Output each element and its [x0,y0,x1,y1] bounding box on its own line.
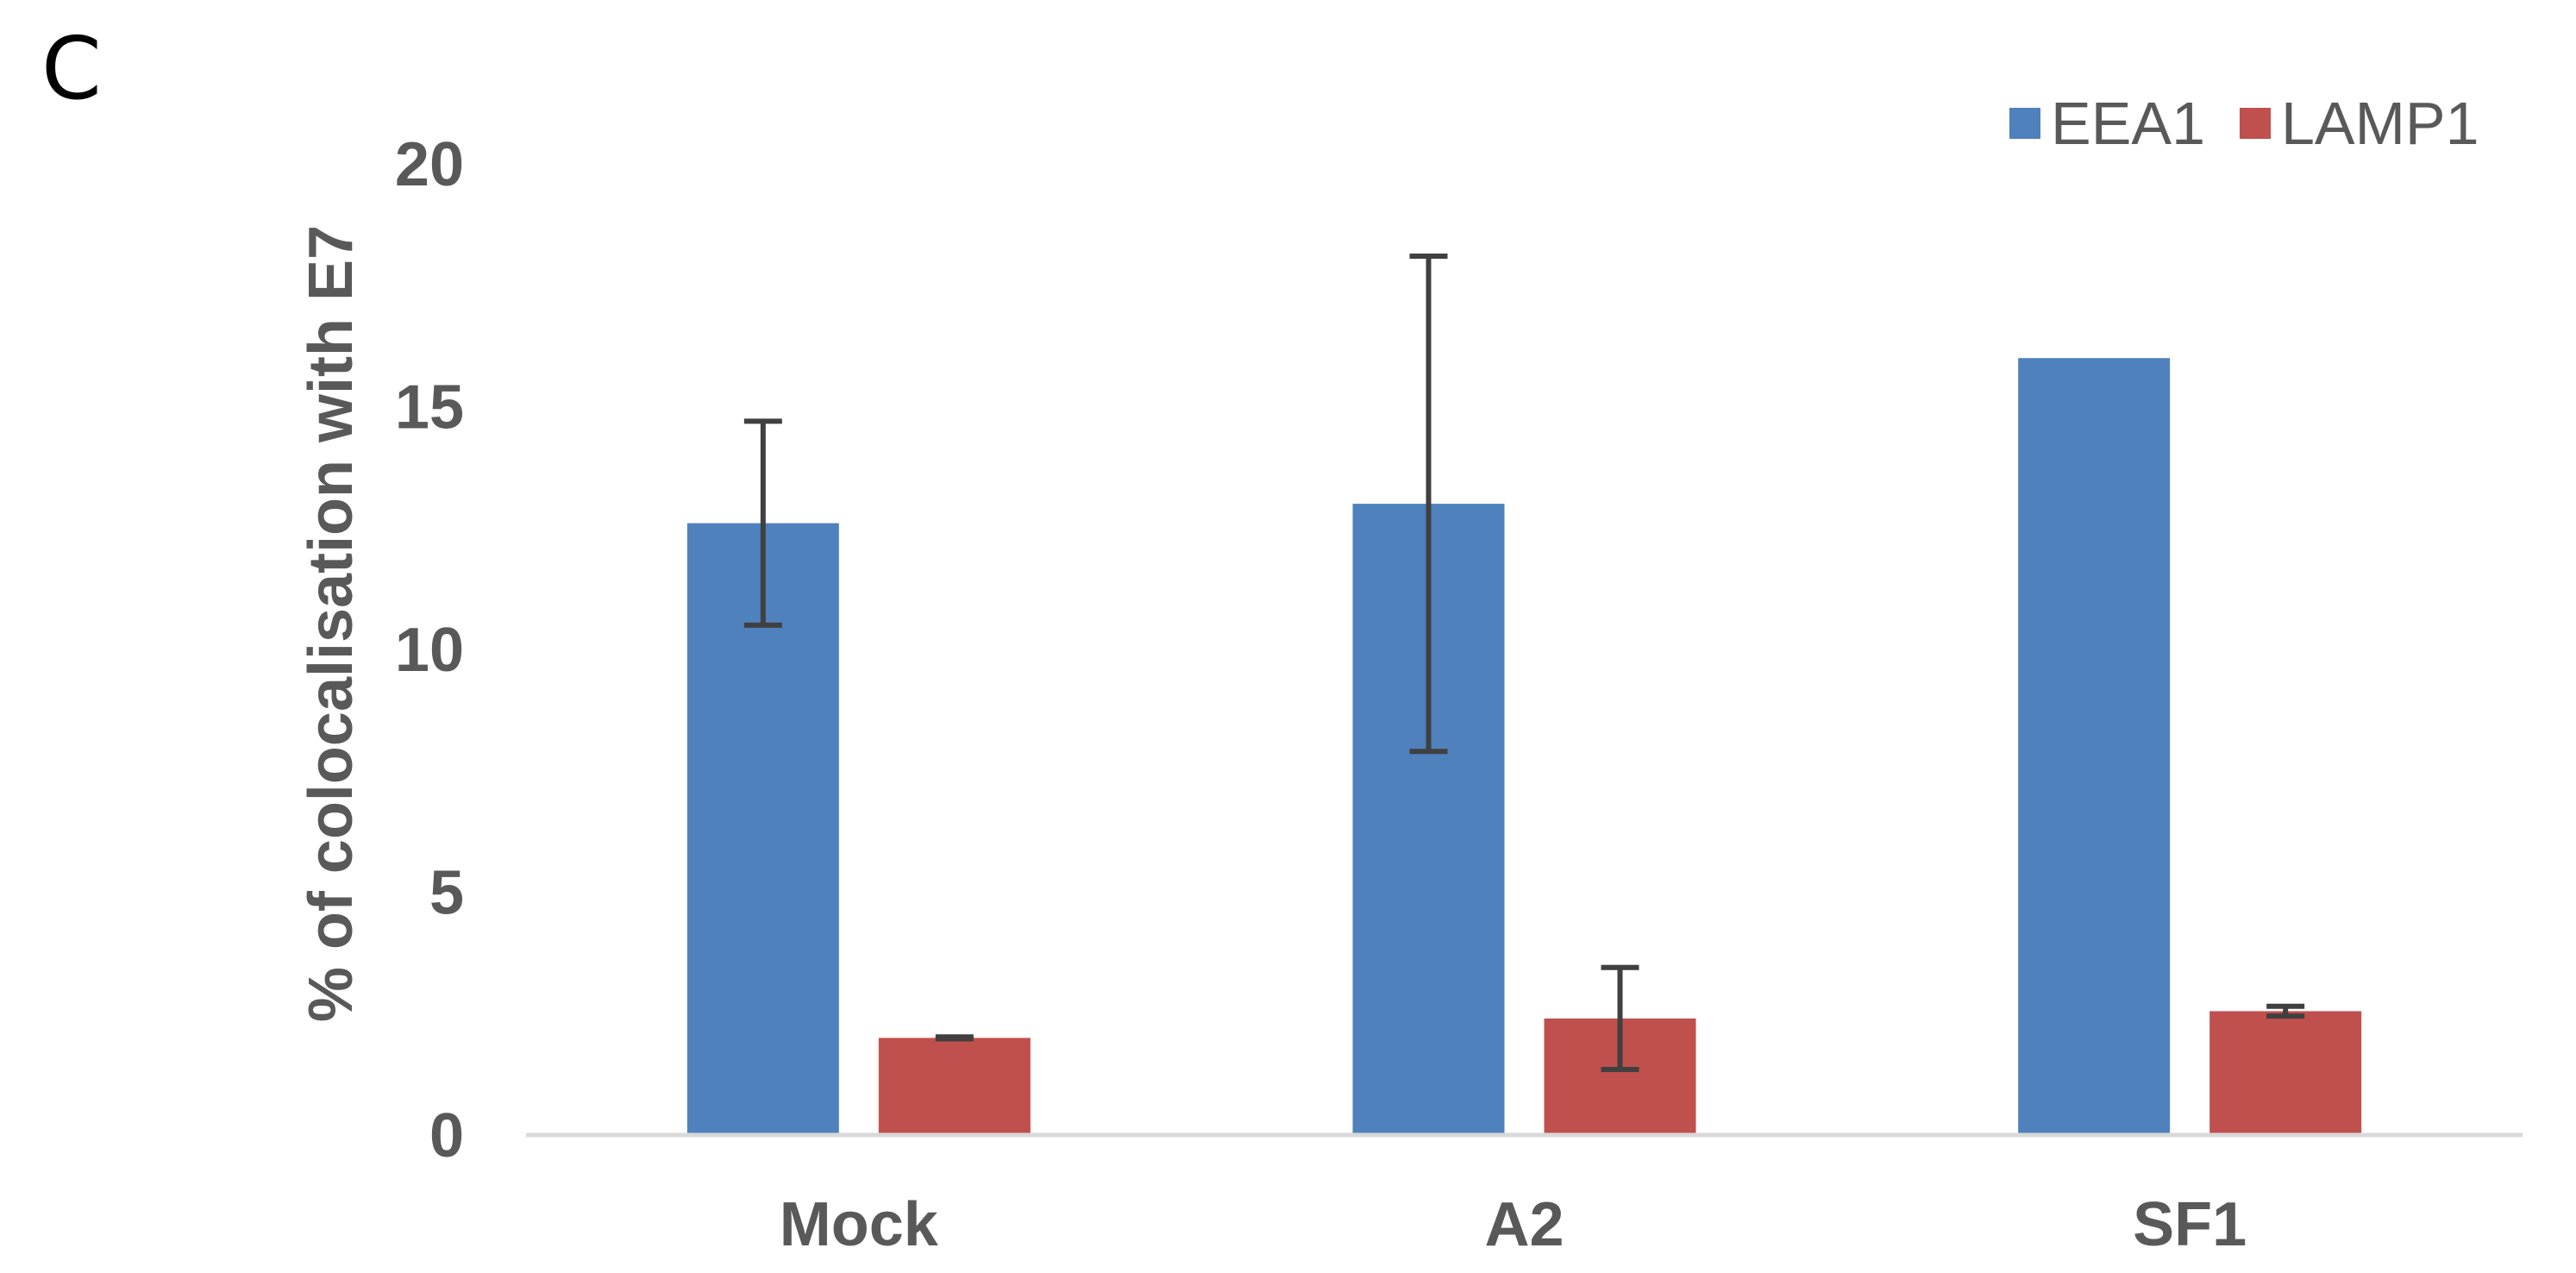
bars-layer [686,358,2362,1135]
error-bars-layer [743,253,2305,1072]
y-tick-label: 15 [395,373,464,442]
legend-label-eea1: EEA1 [2051,90,2205,157]
y-tick-label: 10 [395,616,464,685]
y-axis-title-group: % of colocalisation with E7 [297,225,366,1022]
legend-swatch-eea1 [2009,108,2040,139]
x-axis-labels: Mock A2 SF1 [780,1190,2247,1259]
y-tick-label: 5 [429,859,464,928]
x-category-label: SF1 [2133,1190,2247,1259]
y-tick-label: 20 [395,130,464,199]
x-category-label: Mock [780,1190,939,1259]
bar-eea1-sf1 [2018,358,2171,1135]
chart-legend: EEA1 LAMP1 [2009,93,2514,154]
legend-item-lamp1: LAMP1 [2240,93,2479,154]
legend-swatch-lamp1 [2240,108,2271,139]
bar-lamp1-mock [878,1038,1031,1135]
y-tick-label: 0 [429,1101,464,1170]
y-axis-title: % of colocalisation with E7 [297,225,366,1022]
y-axis-ticks: 0 5 10 15 20 [395,130,464,1170]
bar-lamp1-sf1 [2209,1011,2362,1135]
panel-letter: C [41,18,102,119]
x-category-label: A2 [1484,1190,1564,1259]
legend-item-eea1: EEA1 [2009,93,2205,154]
legend-label-lamp1: LAMP1 [2281,90,2479,157]
